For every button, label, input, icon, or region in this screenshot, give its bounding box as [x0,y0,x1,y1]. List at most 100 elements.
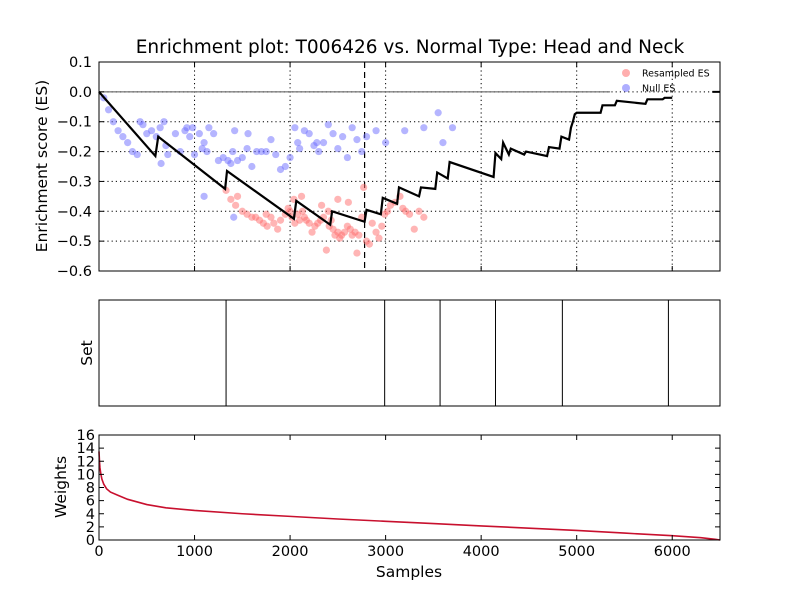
legend-null-label: Null ES [642,84,675,95]
es-axes: Enrichment plot: T006426 vs. Normal Type… [33,37,721,280]
resampled-es-point [410,225,418,233]
resampled-es-point [297,192,306,200]
null-es-point [362,133,371,141]
null-es-point [324,121,332,129]
null-es-point [296,144,304,153]
resampled-es-point [298,207,307,215]
weights-y-axis-label: Weights [52,456,70,518]
resampled-es-point [270,219,278,227]
resampled-es-point [322,246,330,254]
null-es-point [119,133,127,141]
null-es-point [133,150,141,159]
es-y-tick-label: −0.4 [57,204,92,220]
weights-y-tick-label: 4 [86,507,95,523]
resampled-es-point [276,216,285,224]
es-x-ticks [194,62,673,271]
resampled-es-point [360,183,368,191]
null-es-point [448,124,457,132]
null-es-point [434,109,442,117]
legend-null-marker [622,84,630,92]
null-es-point [281,162,289,171]
null-es-point [189,124,197,132]
null-es-point [104,106,113,114]
legend-resampled-label: Resampled ES [642,69,710,80]
null-es-point [203,147,211,156]
null-es-point [164,150,172,159]
null-es-point [248,162,256,171]
null-es-point [420,124,428,132]
resampled-es-point [415,207,423,215]
null-es-point [305,130,313,138]
es-y-tick-label: −0.3 [57,174,92,190]
null-es-point [157,159,165,168]
null-es-point [147,127,156,135]
null-es-point [439,139,447,147]
es-running-line [98,91,673,227]
resampled-es-point [378,222,386,230]
resampled-es-point [263,222,271,230]
null-es-point [372,127,380,135]
resampled-es-point [355,231,363,239]
set-axes: Set [78,299,721,407]
null-es-point [231,127,239,135]
null-es-point [183,124,191,132]
null-es-point [210,130,218,138]
resampled-es-point [405,210,414,218]
null-es-point [205,124,213,132]
null-es-point [243,144,251,153]
null-es-point [291,124,299,132]
null-es-point [114,127,122,135]
weights-x-tick-label: 4000 [463,544,500,560]
resampled-es-point [274,225,282,233]
resampled-es-point [324,207,332,215]
null-es-point [343,153,351,162]
weights-x-tick-label: 6000 [654,544,691,560]
null-es-point [195,130,203,138]
null-es-point [382,139,390,147]
null-es-point [139,121,147,129]
weights-x-axis-label: Samples [376,563,442,581]
resampled-es-point [344,198,352,206]
null-es-point [238,153,246,162]
set-y-axis-label: Set [78,340,96,365]
null-es-point [339,133,347,141]
es-y-tick-label: 0.0 [69,85,92,101]
null-es-point [315,147,323,156]
resampled-es-point [372,228,380,236]
weights-x-tick-label: 1000 [176,544,213,560]
null-es-point [186,133,194,141]
null-es-point [160,118,168,126]
null-es-point [286,153,294,162]
null-es-points [100,94,457,221]
null-es-point [200,192,208,200]
es-y-tick-label: −0.6 [57,264,92,280]
chart-title: Enrichment plot: T006426 vs. Normal Type… [136,37,685,58]
es-y-tick-label: −0.5 [57,234,92,250]
resampled-es-point [334,195,342,203]
null-es-point [230,213,238,221]
weights-x-ticks: 0 1000 2000 3000 4000 5000 6000 [94,435,691,560]
resampled-es-point [305,219,313,227]
null-es-point [262,147,270,156]
null-es-point [294,139,302,147]
set-position-bars [225,300,669,406]
es-y-ticks: 0.1 0.0 −0.1 −0.2 −0.3 −0.4 −0.5 −0.6 [57,55,720,280]
resampled-es-point [286,207,294,215]
resampled-es-point [262,210,270,218]
null-es-point [229,147,237,156]
resampled-es-point [365,240,373,248]
weights-y-tick-label: 2 [86,520,95,536]
weights-y-tick-label: 12 [77,454,95,470]
null-es-point [267,136,275,144]
legend-resampled-marker [622,69,630,77]
resampled-es-point [232,201,240,209]
null-es-point [401,127,409,135]
null-es-point [272,150,280,159]
es-grid [99,62,720,271]
resampled-es-point [368,219,376,227]
resampled-es-point [375,234,383,242]
null-es-point [109,118,117,126]
weights-x-tick-label: 5000 [558,544,595,560]
